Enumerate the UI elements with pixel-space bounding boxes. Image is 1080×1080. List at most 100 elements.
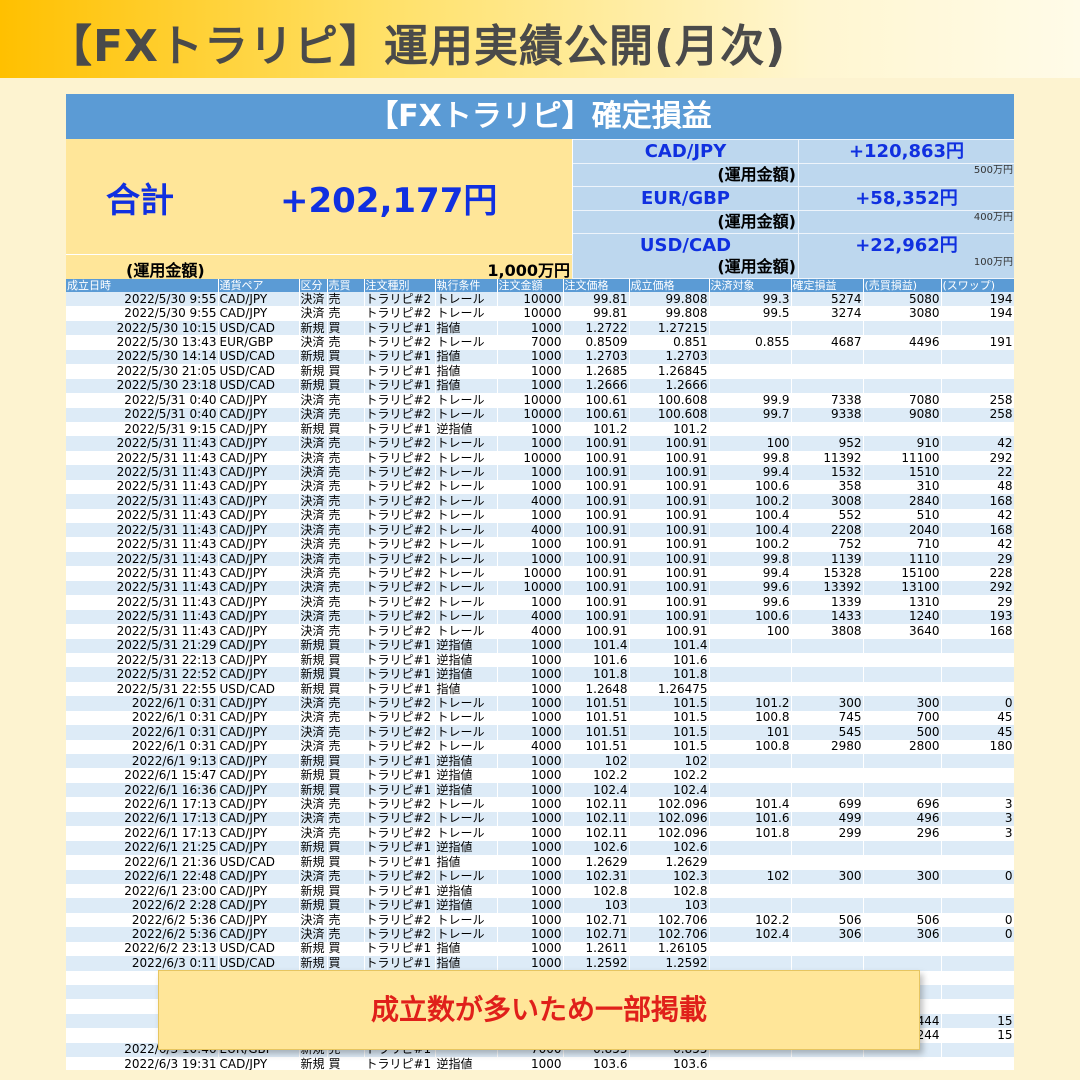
table-cell: トラリピ#2 (364, 869, 436, 884)
table-cell: 102.6 (563, 840, 630, 856)
column-header: 成立価格 (629, 279, 710, 292)
table-cell: 決済 (299, 912, 328, 928)
table-cell: 101.51 (563, 725, 630, 740)
table-cell: 決済 (299, 450, 328, 466)
table-cell (941, 999, 1014, 1014)
table-cell: 逆指値 (435, 898, 498, 913)
table-cell: 102.096 (629, 826, 710, 841)
table-cell (863, 840, 942, 856)
table-cell: 1.2629 (563, 855, 630, 870)
table-cell: CAD/JPY (218, 624, 300, 639)
table-row: 2022/6/1 16:36 CAD/JPY 新規買トラリピ#1 逆指値 1000 102… (66, 782, 1014, 798)
table-cell: 新規 (299, 941, 328, 957)
table-cell: 102.11 (563, 811, 630, 827)
table-cell: 1000 (497, 811, 564, 827)
table-cell: 102 (563, 754, 630, 769)
table-cell: 168 (941, 494, 1014, 509)
table-cell: 42 (941, 537, 1014, 552)
table-cell: 指値 (435, 320, 498, 336)
table-cell: 売 (327, 407, 365, 422)
table-cell: 102.8 (629, 883, 710, 899)
table-row: 2022/6/1 23:00 CAD/JPY 新規買トラリピ#1 逆指値 1000 102… (66, 883, 1014, 899)
table-cell (791, 941, 864, 957)
table-cell: 新規 (299, 754, 328, 769)
table-cell: 買 (327, 768, 365, 783)
table-cell (863, 782, 942, 798)
table-cell: 2022/5/31 11:43 (66, 537, 219, 552)
table-cell: 99.9 (709, 393, 792, 408)
table-cell: 2022/5/31 0:40 (66, 407, 219, 422)
table-row: 2022/5/31 11:43 CAD/JPY 決済売トラリピ#2 トレール 1000 1… (66, 508, 1014, 523)
table-cell (863, 320, 942, 336)
table-cell: 700 (863, 710, 942, 726)
table-cell: 10000 (497, 306, 564, 321)
table-cell: トレール (435, 551, 498, 567)
table-cell: 0 (941, 912, 1014, 928)
table-cell: CAD/JPY (218, 912, 300, 928)
table-cell: トラリピ#1 (364, 941, 436, 957)
table-cell: 101 (709, 725, 792, 740)
table-cell: 2022/5/30 21:05 (66, 364, 219, 379)
table-cell: 2022/5/31 11:43 (66, 465, 219, 480)
table-cell: 1.2722 (563, 320, 630, 336)
table-row: 2022/5/30 10:15 USD/CAD 新規買トラリピ#1 指値 1000 1.2… (66, 320, 1014, 336)
table-cell: 1139 (791, 551, 864, 567)
table-cell: CAD/JPY (218, 883, 300, 899)
table-cell (709, 421, 792, 437)
table-cell (941, 883, 1014, 899)
table-cell (941, 782, 1014, 798)
table-cell: 売 (327, 624, 365, 639)
table-cell: 103.6 (629, 1057, 710, 1070)
table-cell: 決済 (299, 306, 328, 321)
table-row: 2022/6/1 0:31 CAD/JPY 決済売トラリピ#2 トレール 1000 101… (66, 725, 1014, 740)
table-cell: 15100 (863, 566, 942, 581)
table-cell (709, 855, 792, 870)
table-cell: トラリピ#1 (364, 320, 436, 336)
table-cell: 100.91 (563, 595, 630, 610)
table-cell: 買 (327, 883, 365, 899)
table-cell: 101.8 (629, 667, 710, 682)
table-cell: 2022/5/31 0:40 (66, 393, 219, 408)
table-row: 2022/6/3 19:31 CAD/JPY 新規買トラリピ#1 逆指値 1000 103… (66, 1057, 1014, 1070)
table-cell: 新規 (299, 652, 328, 668)
table-cell: トラリピ#2 (364, 566, 436, 581)
table-cell: 3080 (863, 306, 942, 321)
table-cell: トレール (435, 912, 498, 928)
table-cell (941, 421, 1014, 437)
table-cell: 1.2611 (563, 941, 630, 957)
table-cell: トレール (435, 393, 498, 408)
table-cell: 逆指値 (435, 754, 498, 769)
table-cell: トレール (435, 797, 498, 812)
table-cell: 1000 (497, 754, 564, 769)
table-cell (941, 970, 1014, 985)
table-cell: 100.91 (629, 537, 710, 552)
table-cell: トレール (435, 566, 498, 581)
table-cell: 1.2685 (563, 364, 630, 379)
table-cell: 2022/6/2 5:36 (66, 912, 219, 928)
table-cell: 0 (941, 869, 1014, 884)
table-cell: 10000 (497, 580, 564, 596)
table-cell: CAD/JPY (218, 566, 300, 581)
table-cell: 買 (327, 378, 365, 394)
table-cell (709, 898, 792, 913)
pair-profit: +58,352円 (799, 187, 1014, 210)
banner-title: 【FXトラリピ】運用実績公開(月次) (48, 21, 787, 72)
table-cell (863, 883, 942, 899)
table-cell: 2022/6/3 0:11 (66, 956, 219, 971)
table-cell (941, 681, 1014, 697)
table-cell: 9338 (791, 407, 864, 422)
table-row: 2022/6/1 17:13 CAD/JPY 決済売トラリピ#2 トレール 1000 10… (66, 826, 1014, 841)
table-cell: 99.3 (709, 292, 792, 307)
pair-amount-value: 100万円 (799, 256, 1014, 278)
table-cell: トラリピ#2 (364, 739, 436, 754)
table-cell: 決済 (299, 436, 328, 451)
table-cell: CAD/JPY (218, 580, 300, 596)
table-cell: 買 (327, 652, 365, 668)
trade-table: 成立日時 通貨ペア 区分 売買 注文種別 執行条件 注文金額 注文価格 成立価格 決済対象 確定損益… (66, 279, 1014, 1070)
table-cell: 1339 (791, 595, 864, 610)
table-cell: 102.706 (629, 927, 710, 942)
table-cell (709, 754, 792, 769)
table-cell: 新規 (299, 638, 328, 653)
pair-amount-label: (運用金額) (573, 211, 798, 233)
table-cell: 100.91 (629, 450, 710, 466)
